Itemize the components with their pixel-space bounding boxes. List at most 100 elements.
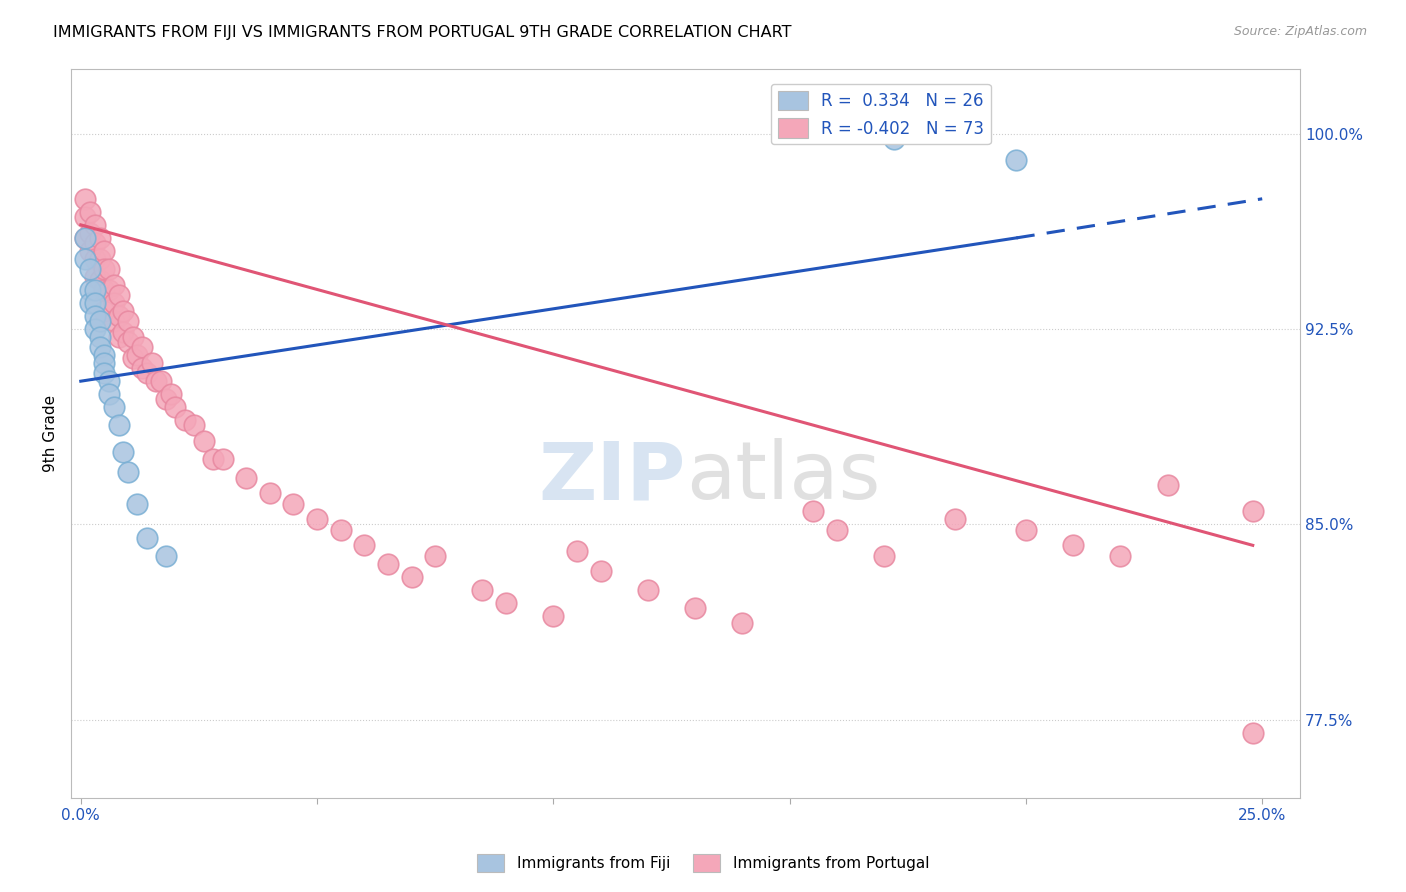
Point xyxy=(93,244,115,258)
Point xyxy=(259,486,281,500)
Point xyxy=(1157,478,1180,492)
Text: Source: ZipAtlas.com: Source: ZipAtlas.com xyxy=(1233,25,1367,38)
Point xyxy=(79,283,101,297)
Text: ZIP: ZIP xyxy=(538,438,686,516)
Point xyxy=(131,361,153,376)
Point xyxy=(377,557,399,571)
Text: IMMIGRANTS FROM FIJI VS IMMIGRANTS FROM PORTUGAL 9TH GRADE CORRELATION CHART: IMMIGRANTS FROM FIJI VS IMMIGRANTS FROM … xyxy=(53,25,792,40)
Point xyxy=(93,367,115,381)
Point xyxy=(127,348,149,362)
Point xyxy=(75,231,97,245)
Point xyxy=(117,314,139,328)
Text: atlas: atlas xyxy=(686,438,880,516)
Legend: Immigrants from Fiji, Immigrants from Portugal: Immigrants from Fiji, Immigrants from Po… xyxy=(471,848,935,878)
Point xyxy=(75,210,97,224)
Point xyxy=(79,204,101,219)
Point xyxy=(89,252,111,266)
Point xyxy=(89,340,111,354)
Point xyxy=(211,452,233,467)
Point xyxy=(98,374,121,388)
Point xyxy=(84,283,107,297)
Point xyxy=(150,374,173,388)
Point xyxy=(401,569,423,583)
Point xyxy=(589,565,612,579)
Point xyxy=(1015,523,1038,537)
Point xyxy=(117,335,139,350)
Point xyxy=(136,367,159,381)
Point xyxy=(121,351,143,365)
Point xyxy=(637,582,659,597)
Point xyxy=(79,226,101,240)
Point xyxy=(1062,538,1084,552)
Point xyxy=(801,504,824,518)
Point xyxy=(1005,153,1028,167)
Point xyxy=(107,309,129,323)
Point xyxy=(93,262,115,277)
Point xyxy=(565,543,588,558)
Point xyxy=(353,538,375,552)
Point xyxy=(103,296,125,310)
Point xyxy=(98,262,121,277)
Point xyxy=(75,192,97,206)
Point xyxy=(202,452,225,467)
Point xyxy=(136,531,159,545)
Point xyxy=(103,277,125,292)
Point xyxy=(93,348,115,362)
Point xyxy=(89,272,111,286)
Point xyxy=(943,512,966,526)
Point xyxy=(173,413,195,427)
Point xyxy=(117,466,139,480)
Point xyxy=(495,596,517,610)
Point xyxy=(543,608,565,623)
Legend: R =  0.334   N = 26, R = -0.402   N = 73: R = 0.334 N = 26, R = -0.402 N = 73 xyxy=(770,84,991,145)
Point xyxy=(425,549,447,563)
Point xyxy=(155,549,177,563)
Point xyxy=(93,303,115,318)
Point xyxy=(307,512,329,526)
Point xyxy=(731,616,754,631)
Point xyxy=(75,252,97,266)
Point xyxy=(1241,504,1264,518)
Point xyxy=(84,218,107,232)
Point xyxy=(883,132,905,146)
Point xyxy=(1241,726,1264,740)
Point xyxy=(89,231,111,245)
Point xyxy=(145,374,167,388)
Point xyxy=(89,314,111,328)
Point xyxy=(235,470,257,484)
Point xyxy=(107,288,129,302)
Point xyxy=(127,497,149,511)
Point xyxy=(825,523,848,537)
Point xyxy=(283,497,305,511)
Point xyxy=(155,392,177,407)
Point xyxy=(79,244,101,258)
Point xyxy=(107,330,129,344)
Point xyxy=(193,434,215,449)
Y-axis label: 9th Grade: 9th Grade xyxy=(44,395,58,472)
Point xyxy=(84,309,107,323)
Point xyxy=(103,401,125,415)
Point xyxy=(1109,549,1132,563)
Point xyxy=(84,269,107,284)
Point xyxy=(75,231,97,245)
Point xyxy=(112,444,135,458)
Point xyxy=(329,523,352,537)
Point xyxy=(93,356,115,370)
Point xyxy=(159,387,181,401)
Point xyxy=(121,330,143,344)
Point xyxy=(98,387,121,401)
Point xyxy=(112,325,135,339)
Point xyxy=(141,356,163,370)
Point xyxy=(79,262,101,277)
Point xyxy=(84,252,107,266)
Point xyxy=(183,418,205,433)
Point xyxy=(84,322,107,336)
Point xyxy=(84,296,107,310)
Point xyxy=(93,283,115,297)
Point xyxy=(873,549,896,563)
Point xyxy=(471,582,494,597)
Point xyxy=(98,283,121,297)
Point xyxy=(103,314,125,328)
Point xyxy=(165,401,187,415)
Point xyxy=(107,418,129,433)
